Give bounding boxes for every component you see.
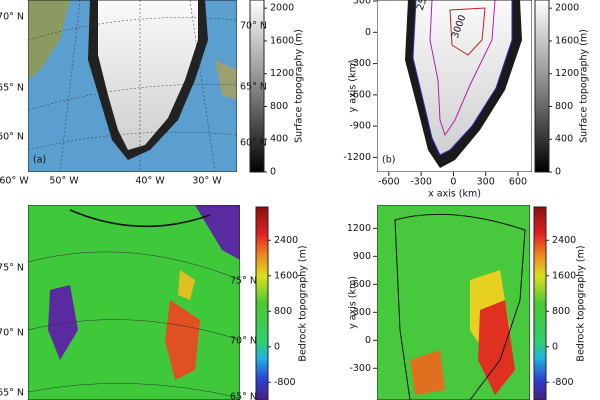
colorbar-title: Bedrock topography (m) (576, 245, 587, 361)
contour-label: 2500 (415, 0, 434, 12)
y-tick-label: -300 (349, 363, 371, 374)
latitude-label: 60° N (240, 138, 267, 149)
y-tick-label: 600 (353, 279, 371, 290)
y-tick-label: 300 (353, 307, 371, 318)
colorbar-tick-label: 0 (274, 341, 280, 352)
y-tick-label: 900 (353, 251, 371, 262)
latitude-label: 70° N (230, 336, 257, 347)
x-tick-label: 0 (450, 177, 456, 188)
map-c (28, 205, 240, 400)
colorbar-tick-label: 0 (552, 341, 558, 352)
latitude-label: 65° N (240, 82, 267, 93)
colorbar-tick-label: 800 (274, 306, 292, 317)
colorbar-tick-label: 1600 (555, 35, 579, 46)
map-a (28, 0, 237, 172)
y-tick-label: 0 (365, 335, 371, 346)
colorbar (249, 0, 265, 173)
x-tick-label: -600 (378, 177, 400, 188)
latitude-label: 65° N (0, 83, 24, 94)
y-axis-label: y axis (km) (348, 60, 359, 113)
x-tick-label: -300 (410, 177, 432, 188)
y-tick-label: 300 (353, 0, 371, 7)
y-tick-label: 0 (365, 27, 371, 38)
longitude-label: 30° W (192, 176, 222, 187)
latitude-label: 70° N (240, 21, 267, 32)
colorbar-tick-label: 1600 (552, 270, 576, 281)
colorbar-tick-label: 800 (552, 306, 570, 317)
y-tick-label: -900 (349, 121, 371, 132)
longitude-label: 60° W (0, 176, 29, 187)
x-tick-label: 600 (509, 177, 527, 188)
y-axis-label: y axis (km) (348, 276, 359, 329)
y-tick-label: -1200 (343, 152, 371, 163)
colorbar-tick-label: 2400 (274, 235, 298, 246)
y-tick-label: -300 (349, 58, 371, 69)
y-tick-label: 1200 (347, 223, 371, 234)
colorbar-title: Surface topography (m) (579, 29, 590, 143)
map-b (377, 0, 532, 172)
colorbar-tick-label: 2400 (552, 235, 576, 246)
colorbar-title: Bedrock topography (m) (298, 245, 309, 361)
colorbar-tick-label: 1600 (274, 270, 298, 281)
latitude-label: 70° N (0, 328, 24, 339)
map-d (377, 205, 530, 400)
colorbar (534, 0, 550, 173)
colorbar-tick-label: 1600 (270, 35, 294, 46)
colorbar-tick-label: 2000 (270, 3, 294, 14)
latitude-label: 75° N (230, 276, 257, 287)
colorbar-tick-label: 1200 (555, 68, 579, 79)
latitude-label: 70° N (0, 12, 24, 23)
colorbar-tick-label: 1200 (270, 68, 294, 79)
latitude-label: 65° N (230, 392, 257, 400)
colorbar-tick-label: 0 (270, 167, 276, 178)
y-tick-label: -600 (349, 89, 371, 100)
longitude-label: 50° W (49, 176, 79, 187)
colorbar-tick-label: 400 (555, 134, 573, 145)
colorbar-tick-label: -800 (274, 377, 296, 388)
colorbar-tick-label: 800 (555, 101, 573, 112)
colorbar-tick-label: 400 (270, 134, 288, 145)
x-tick-label: 300 (477, 177, 495, 188)
colorbar-tick-label: 2000 (555, 3, 579, 14)
colorbar-tick-label: 800 (270, 101, 288, 112)
latitude-label: 75° N (0, 263, 24, 274)
latitude-label: 60° N (0, 132, 24, 143)
latitude-label: 65° N (0, 388, 24, 399)
colorbar (255, 206, 269, 400)
colorbar-tick-label: 0 (555, 167, 561, 178)
x-axis-label: x axis (km) (428, 189, 481, 200)
colorbar (533, 206, 547, 400)
panel-label: (b) (382, 155, 395, 166)
panel-label: (a) (33, 155, 46, 166)
colorbar-title: Surface topography (m) (294, 29, 305, 143)
colorbar-tick-label: -800 (552, 377, 574, 388)
longitude-label: 40° W (135, 176, 165, 187)
